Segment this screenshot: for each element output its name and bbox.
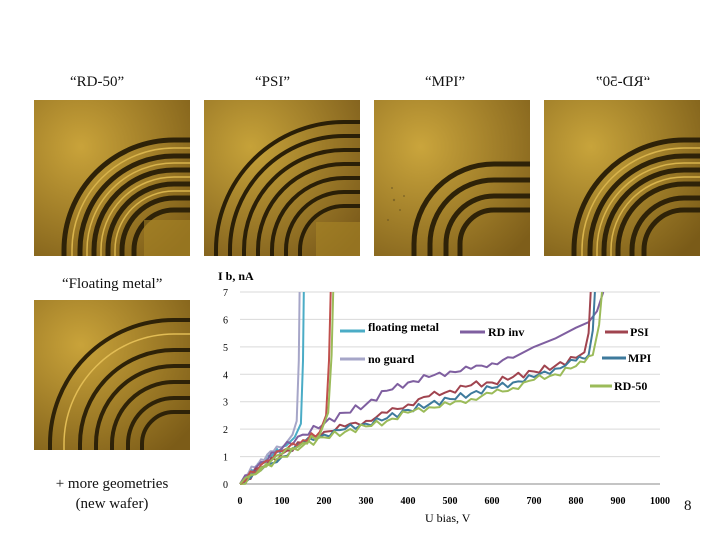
x-tick-label: 1000 bbox=[650, 496, 670, 507]
chart-series bbox=[239, 291, 605, 485]
y-ticks: 0 1 2 3 4 5 6 7 bbox=[223, 288, 228, 491]
legend-label-rd50: RD-50 bbox=[614, 379, 647, 393]
x-ticks: 0 100 200 300 400 500 600 700 800 900 1000 bbox=[238, 496, 671, 507]
legend-label-rdinv: RD inv bbox=[488, 325, 524, 339]
x-tick-label: 900 bbox=[611, 496, 626, 507]
y-tick-label: 4 bbox=[223, 370, 228, 381]
label-rd50-mirrored: “RD-50” bbox=[596, 74, 651, 90]
micrograph-rd50 bbox=[34, 100, 190, 256]
legend-label-psi: PSI bbox=[630, 325, 649, 339]
x-tick-label: 200 bbox=[317, 496, 332, 507]
x-tick-label: 100 bbox=[275, 496, 290, 507]
x-tick-label: 600 bbox=[485, 496, 500, 507]
legend-label-mpi: MPI bbox=[628, 351, 652, 365]
x-tick-label: 800 bbox=[569, 496, 584, 507]
x-axis-label: U bias, V bbox=[425, 511, 471, 525]
series-line-steep2 bbox=[239, 291, 335, 485]
series-line-rd-50 bbox=[239, 291, 603, 485]
note-line-1: + more geometries bbox=[55, 476, 169, 492]
legend: floating metal no guard RD inv PSI MPI R… bbox=[340, 320, 652, 393]
micrograph-psi bbox=[204, 100, 360, 256]
y-tick-label: 3 bbox=[223, 398, 228, 409]
series-line-psi bbox=[239, 291, 592, 485]
x-tick-label: 300 bbox=[359, 496, 374, 507]
chart-background bbox=[210, 262, 685, 532]
series-line-no-guard bbox=[239, 291, 301, 485]
label-psi: “PSI” bbox=[255, 74, 290, 90]
y-axis-label: I b, nA bbox=[218, 269, 254, 283]
page-number: 8 bbox=[684, 498, 692, 514]
micrograph-floating-metal bbox=[34, 300, 190, 450]
y-tick-label: 2 bbox=[223, 425, 228, 436]
x-tick-label: 400 bbox=[401, 496, 416, 507]
y-tick-label: 7 bbox=[223, 288, 228, 299]
note-line-2: (new wafer) bbox=[75, 496, 149, 512]
label-mpi: “MPI” bbox=[425, 74, 465, 90]
micrograph-rd50-mirrored bbox=[544, 100, 700, 256]
legend-label-floating: floating metal bbox=[368, 320, 440, 334]
iv-chart: 0 1 2 3 4 5 6 7 0 100 200 300 400 500 600 700 800 900 100… bbox=[210, 262, 685, 532]
more-geometries-note: + more geometries (new wafer) bbox=[34, 474, 190, 514]
x-tick-label: 500 bbox=[443, 496, 458, 507]
legend-label-noguard: no guard bbox=[368, 352, 415, 366]
x-tick-label: 0 bbox=[238, 496, 243, 507]
label-floating-metal: “Floating metal” bbox=[62, 276, 163, 292]
label-rd50: “RD-50” bbox=[70, 74, 125, 90]
x-tick-label: 700 bbox=[527, 496, 542, 507]
y-tick-label: 0 bbox=[223, 480, 228, 491]
y-tick-label: 1 bbox=[223, 453, 228, 464]
y-tick-label: 5 bbox=[223, 343, 228, 354]
micrograph-mpi bbox=[374, 100, 530, 256]
y-tick-label: 6 bbox=[223, 315, 228, 326]
